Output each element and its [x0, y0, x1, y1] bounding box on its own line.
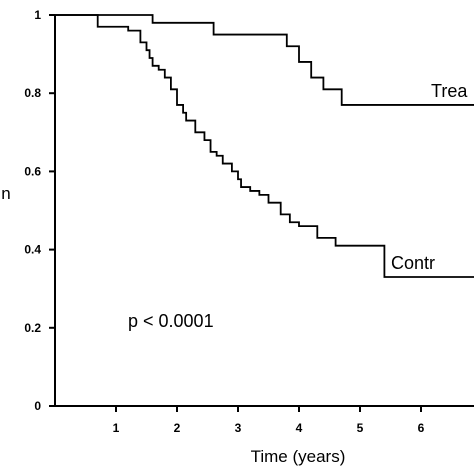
y-tick-label: 0.6: [24, 164, 41, 178]
y-tick-label: 0.2: [24, 321, 41, 335]
p-value-annotation: p < 0.0001: [128, 311, 214, 331]
series-lines: Trea Contr: [55, 14, 474, 278]
y-axis-label: n: [1, 184, 10, 203]
axes: 0 0.2 0.4 0.6 0.8 1 1 2 3 4 5 6: [24, 8, 474, 435]
x-tick-label: 4: [296, 421, 303, 435]
series-label: Contr: [391, 253, 435, 273]
y-tick-label: 1: [34, 8, 41, 22]
y-tick-label: 0: [34, 399, 41, 413]
x-tick-label: 1: [113, 421, 120, 435]
y-tick-label: 0.8: [24, 86, 41, 100]
x-tick-label: 5: [357, 421, 364, 435]
x-tick-label: 3: [235, 421, 242, 435]
x-tick-label: 6: [418, 421, 425, 435]
series-line-treatment: [55, 14, 474, 106]
y-tick-label: 0.4: [24, 243, 41, 257]
series-label: Trea: [431, 81, 468, 101]
series-line-control: [55, 14, 474, 278]
x-axis-label: Time (years): [251, 447, 346, 466]
x-tick-label: 2: [174, 421, 181, 435]
chart-labels: Time (years) n p < 0.0001: [1, 184, 345, 466]
